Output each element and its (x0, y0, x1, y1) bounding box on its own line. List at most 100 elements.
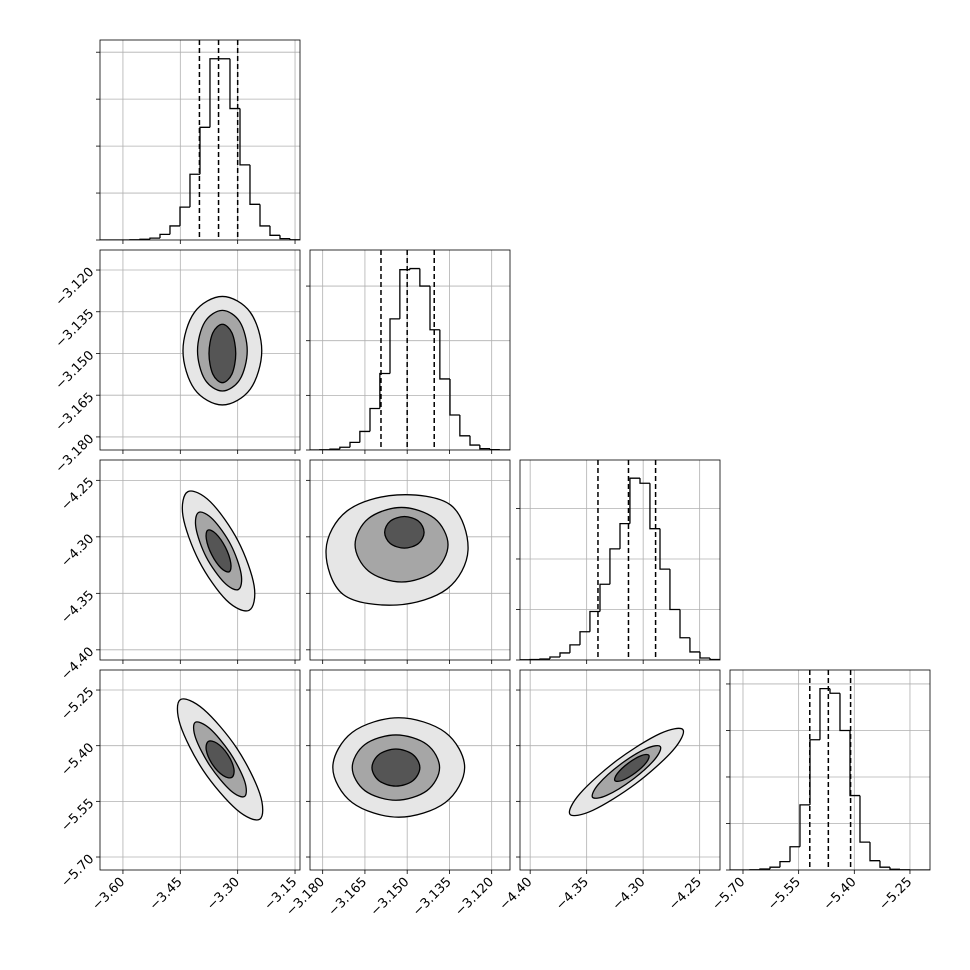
panel: −3.180−3.165−3.150−3.135−3.120 (283, 669, 511, 920)
y-tick-label: −3.150 (53, 348, 98, 393)
y-tick-label: −5.25 (59, 685, 98, 724)
histogram-step (269, 225, 280, 236)
histogram-step (379, 372, 390, 409)
histogram-step (669, 569, 680, 611)
histogram-step (819, 687, 830, 740)
panel-frame (519, 459, 721, 661)
x-tick-label: −5.55 (765, 875, 804, 914)
histogram-step (279, 235, 290, 240)
histogram-step (539, 658, 550, 660)
x-tick-label: −3.45 (147, 875, 186, 914)
plot-area (310, 670, 510, 870)
histogram-step (549, 656, 560, 659)
histogram-step (769, 866, 780, 870)
plot-area (100, 250, 300, 450)
histogram-step (859, 795, 870, 843)
histogram-step (419, 268, 430, 287)
y-tick-label: −5.70 (59, 852, 98, 891)
x-tick-label: −4.35 (553, 875, 592, 914)
histogram-step (789, 846, 800, 862)
panel: −4.40 −4.35 −4.30 −4.25 (59, 459, 301, 684)
histogram-step (429, 286, 440, 331)
histogram-step (209, 58, 220, 128)
histogram-step (159, 233, 170, 239)
panel-frame (309, 249, 511, 451)
histogram-step (189, 173, 200, 208)
histogram-step (169, 225, 180, 235)
histogram-step (809, 739, 820, 805)
histogram-step (689, 637, 700, 653)
histogram-step (259, 204, 270, 227)
panel: −3.180−3.165−3.150−3.135−3.120 (53, 249, 301, 477)
panel (96, 39, 301, 244)
contour (205, 740, 235, 779)
histogram-step (459, 415, 470, 437)
histogram-step (709, 657, 720, 660)
y-tick-label: −3.180 (53, 432, 98, 477)
histogram-step (679, 609, 690, 639)
histogram-step (349, 441, 360, 448)
histogram-step (829, 688, 840, 694)
histogram-step (389, 318, 400, 374)
histogram-step (589, 610, 600, 632)
histogram-step (359, 430, 370, 443)
x-tick-label: −3.60 (89, 875, 128, 914)
panel-frame (99, 249, 301, 451)
plot-area (520, 670, 720, 870)
panel: −3.60 −3.45 −3.30 −3.15−5.70−5.55−5.40−5.25 (59, 669, 301, 914)
histogram-step (699, 651, 710, 659)
histogram-step (329, 448, 340, 450)
histogram-step (199, 126, 210, 175)
histogram-step (849, 730, 860, 797)
histogram-step (339, 446, 350, 450)
contour (205, 529, 232, 573)
histogram-step (469, 435, 480, 446)
histogram-step (229, 58, 240, 110)
y-tick-label: −3.165 (53, 390, 98, 435)
panel-frame (99, 39, 301, 241)
y-tick-label: −3.120 (53, 265, 98, 310)
x-tick-label: −3.165 (326, 875, 371, 920)
panel (516, 459, 721, 664)
y-tick-label: −5.40 (59, 740, 98, 779)
contour (371, 748, 421, 787)
panel-frame (99, 459, 301, 661)
histogram-step (449, 378, 460, 416)
x-tick-label: −4.40 (497, 875, 536, 914)
histogram-step (179, 206, 190, 226)
histogram-step (599, 583, 610, 612)
histogram-step (479, 445, 490, 450)
panel-frame (99, 669, 301, 871)
histogram-step (879, 860, 890, 868)
panel-frame (519, 669, 721, 871)
histogram-step (639, 478, 650, 484)
x-tick-label: −5.40 (821, 875, 860, 914)
plot-area (100, 40, 300, 240)
panel-frame (729, 669, 931, 871)
histogram-step (649, 483, 660, 530)
panel: −4.40 −4.35 −4.30 −4.25 (497, 669, 721, 914)
y-tick-label: −4.35 (59, 588, 98, 627)
panel-frame (309, 459, 511, 661)
histogram-step (239, 108, 250, 166)
y-tick-label: −5.55 (59, 796, 98, 835)
histogram-step (559, 652, 570, 657)
histogram-step (249, 164, 260, 205)
histogram-step (439, 329, 450, 380)
plot-area (100, 460, 300, 660)
panel (306, 249, 511, 454)
y-tick-label: −4.40 (59, 645, 98, 684)
plot-area (310, 460, 510, 660)
x-tick-label: −3.135 (410, 875, 455, 920)
x-tick-label: −4.30 (610, 875, 649, 914)
histogram-step (759, 868, 770, 870)
histogram-step (409, 267, 420, 270)
contour (613, 753, 650, 783)
histogram-step (609, 548, 620, 585)
histogram-step (869, 842, 880, 862)
histogram-step (399, 269, 410, 319)
y-tick-label: −4.30 (59, 532, 98, 571)
histogram-step (629, 477, 640, 524)
contour (383, 515, 425, 549)
